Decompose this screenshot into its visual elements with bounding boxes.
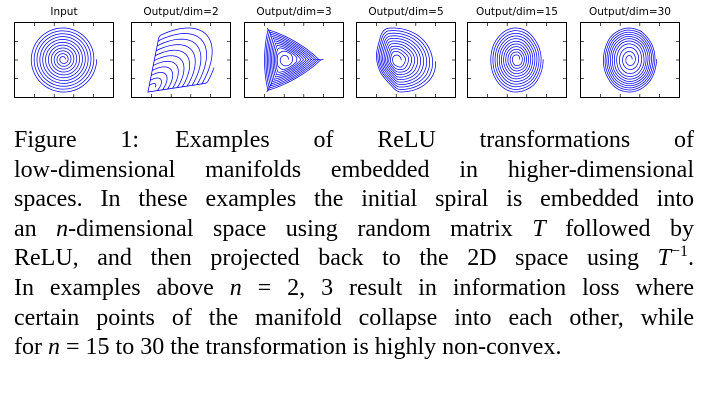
caption-line: an n-dimensional space using random matr… [14,215,695,242]
spiral-curve [147,27,215,93]
panel-title: Output/dim=15 [476,6,558,18]
spiral-curve [30,27,98,93]
panel-dim30: Output/dim=30 [580,0,680,110]
figure-panels: Input Output/dim=2 Output/dim=3 Output/d… [0,0,714,110]
caption-line: for n = 15 to 30 the transformation is h… [14,334,562,361]
panel-dim15: Output/dim=15 [467,0,567,110]
math-var: T [657,245,671,272]
caption-line: In examples above n = 2, 3 result in inf… [14,274,695,301]
panel-plot [14,22,114,98]
spiral-plot [468,23,566,97]
panel-title: Output/dim=5 [368,6,444,18]
panel-title: Output/dim=2 [143,6,219,18]
caption-line: Figure 1: Examples of ReLU transformation… [14,127,694,153]
spiral-curve [603,27,657,93]
panel-title: Output/dim=3 [256,6,332,18]
caption-line: certain points of the manifold collapse … [14,304,694,331]
panel-dim3: Output/dim=3 [244,0,344,110]
spiral-plot [581,23,679,97]
spiral-plot [245,23,343,97]
panel-plot [467,22,567,98]
panel-dim2: Output/dim=2 [131,0,231,110]
spiral-plot [132,23,230,97]
figure-label: Figure 1: [14,127,140,153]
panel-input: Input [14,0,114,110]
spiral-curve [490,27,544,93]
spiral-plot [357,23,455,97]
caption-line: low-dimensional manifolds embedded in hi… [14,156,694,183]
panel-plot [356,22,456,98]
math-var: n [47,334,60,361]
panel-plot [131,22,231,98]
spiral-plot [15,23,113,97]
panel-plot [244,22,344,98]
panel-title: Output/dim=30 [589,6,671,18]
math-superscript: −1 [670,243,688,261]
panel-title: Input [50,6,78,18]
panel-plot [580,22,680,98]
math-var: T [532,215,546,242]
math-var: n [229,274,242,301]
figure-caption: Figure 1: Examples of ReLU transformation… [14,126,694,363]
spiral-curve [264,27,324,93]
panel-dim5: Output/dim=5 [356,0,456,110]
caption-line: ReLU, and then projected back to the 2D … [14,243,694,272]
caption-line: spaces. In these examples the initial sp… [14,186,694,213]
spiral-curve [376,27,436,93]
math-var: n [56,215,69,242]
